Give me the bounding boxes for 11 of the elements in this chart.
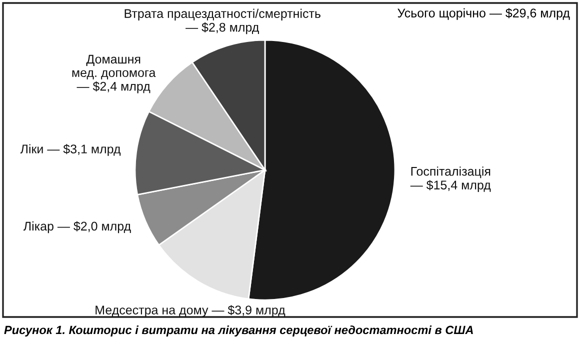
slice-label: Госпіталізація [411,166,490,178]
text: Усього щорічно — $29,6 млрд [398,8,570,20]
slice-label: Медсестра на дому — $3,9 млрд [96,305,286,317]
slice-label: Ліки — $3,1 млрд [20,144,121,156]
data-label: — $2,8 млрд [186,22,259,34]
slice-label: Втрата працездатності/смертність [124,8,320,20]
data-label: — $2,4 млрд [76,81,150,94]
data-label: — $15,4 млрд [410,180,491,192]
slice-label: Домашня мед. допомога [72,54,156,80]
text: Рисунок 1. Кошторис і витрати на лікування серцевої недостатності в США [4,325,473,337]
slice-label: Лікар — $2,0 млрд [23,221,131,234]
